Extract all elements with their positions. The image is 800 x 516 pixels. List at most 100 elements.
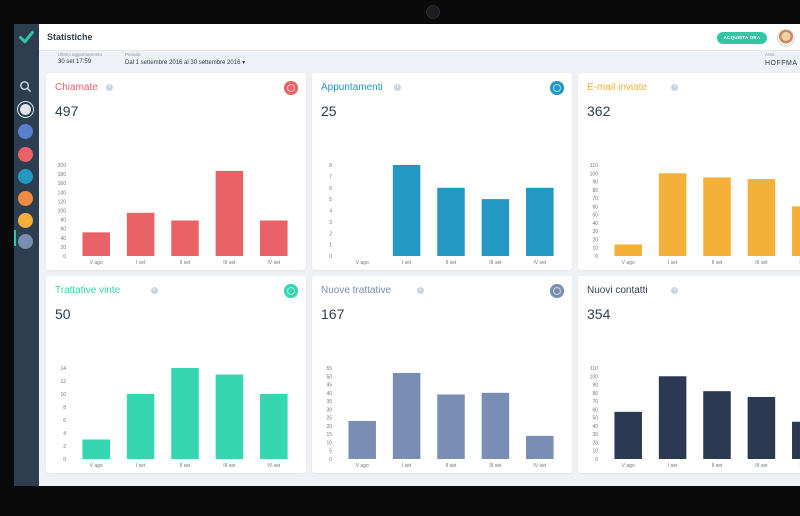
y-tick-label: 6 — [63, 418, 66, 424]
bar[interactable] — [614, 411, 642, 459]
bar[interactable] — [171, 220, 199, 256]
check-logo-icon[interactable] — [18, 29, 35, 46]
bar[interactable] — [792, 421, 800, 459]
gear-icon[interactable] — [18, 124, 33, 139]
x-tick-label: III set — [223, 260, 236, 265]
bar[interactable] — [703, 177, 731, 256]
y-tick-label: 10 — [326, 440, 332, 446]
y-tick-label: 110 — [590, 163, 598, 169]
info-icon[interactable]: i — [416, 287, 424, 294]
y-tick-label: 20 — [326, 424, 332, 430]
bar[interactable] — [703, 391, 731, 459]
x-tick-label: III set — [223, 463, 236, 468]
avatar[interactable] — [777, 29, 795, 47]
y-tick-label: 10 — [592, 246, 598, 252]
x-tick-label: II set — [180, 463, 191, 468]
y-tick-label: 20 — [592, 440, 598, 446]
y-tick-label: 8 — [329, 163, 332, 169]
globe-icon[interactable] — [18, 169, 33, 184]
y-tick-label: 80 — [60, 218, 66, 224]
y-tick-label: 80 — [592, 391, 598, 397]
y-tick-label: 10 — [592, 449, 598, 455]
check-icon[interactable] — [18, 191, 33, 206]
bar-chart: 0 2 4 6 8 10 12 14 V ago I set II set III set IV set… — [60, 366, 288, 468]
area-label: Area — [765, 52, 775, 57]
stat-card: Trattative vinte i 50 0 2 4 6 8 10 12 14 V ago I set… — [46, 276, 306, 473]
y-tick-label: 3 — [329, 220, 332, 226]
info-icon[interactable]: i — [150, 287, 158, 294]
y-tick-label: 120 — [58, 199, 67, 205]
page-title: Statistiche — [47, 32, 93, 42]
bar[interactable] — [392, 372, 421, 459]
bar[interactable] — [82, 439, 110, 460]
info-icon[interactable]: i — [394, 84, 402, 91]
bar[interactable] — [481, 392, 510, 459]
bar[interactable] — [392, 165, 421, 256]
y-tick-label: 40 — [60, 236, 66, 242]
bar[interactable] — [481, 199, 510, 256]
y-tick-label: 80 — [592, 188, 598, 194]
y-tick-label: 60 — [60, 227, 66, 233]
y-tick-label: 70 — [592, 196, 598, 202]
x-tick-label: I set — [402, 260, 412, 265]
bar[interactable] — [171, 368, 199, 459]
bar[interactable] — [526, 435, 554, 459]
search-icon[interactable] — [18, 79, 33, 94]
card-title: Nuove trattative — [321, 285, 392, 296]
bar[interactable] — [747, 179, 776, 256]
bar[interactable] — [348, 420, 376, 459]
bar[interactable] — [658, 376, 687, 459]
card-total: 167 — [321, 306, 345, 322]
info-icon[interactable]: i — [671, 84, 679, 91]
chart-icon[interactable] — [18, 102, 33, 117]
bar[interactable] — [526, 187, 554, 256]
card-total: 354 — [587, 306, 611, 322]
bar[interactable] — [260, 220, 288, 256]
y-tick-label: 20 — [60, 245, 66, 251]
info-icon[interactable]: i — [671, 287, 679, 294]
period-label: Periodo — [125, 52, 141, 57]
user-icon[interactable] — [18, 147, 33, 162]
bar[interactable] — [126, 212, 155, 256]
x-tick-label: III set — [755, 260, 768, 265]
x-tick-label: I set — [668, 463, 678, 468]
y-tick-label: 30 — [592, 432, 598, 438]
bar[interactable] — [215, 170, 244, 256]
card-title: Appuntamenti — [321, 82, 383, 93]
y-tick-label: 14 — [60, 366, 66, 372]
bar[interactable] — [437, 394, 465, 459]
x-tick-label: V ago — [622, 463, 635, 468]
bar-chart: 0 5 10 15 20 25 30 35 40 45 50 55 V ago I set II set II… — [326, 366, 554, 468]
y-tick-label: 100 — [590, 171, 599, 177]
bar[interactable] — [215, 374, 244, 460]
y-tick-label: 70 — [592, 399, 598, 405]
stats-icon[interactable] — [18, 234, 33, 249]
x-tick-label: IV set — [533, 260, 546, 265]
bar[interactable] — [792, 206, 800, 256]
bar[interactable] — [437, 187, 465, 256]
y-tick-label: 50 — [592, 213, 598, 219]
handshake-icon — [550, 284, 564, 298]
y-tick-label: 0 — [595, 457, 598, 463]
card-total: 25 — [321, 103, 337, 119]
period-dropdown[interactable]: Dal 1 settembre 2016 al 30 settembre 201… — [125, 60, 246, 66]
y-tick-label: 60 — [592, 407, 598, 413]
x-tick-label: III set — [489, 260, 502, 265]
bar[interactable] — [126, 394, 155, 459]
y-tick-label: 7 — [329, 174, 332, 180]
x-tick-label: III set — [489, 463, 502, 468]
y-tick-label: 40 — [592, 221, 598, 227]
y-tick-label: 90 — [592, 383, 598, 389]
bar[interactable] — [658, 173, 687, 256]
webcam — [426, 5, 440, 19]
bar[interactable] — [82, 232, 110, 256]
bar[interactable] — [614, 244, 642, 256]
bar[interactable] — [260, 394, 288, 459]
y-tick-label: 35 — [326, 399, 332, 405]
buy-now-button[interactable]: ACQUISTA ORA — [717, 32, 767, 44]
x-tick-label: IV set — [267, 463, 280, 468]
info-icon[interactable]: i — [105, 84, 113, 91]
bar[interactable] — [747, 396, 776, 459]
document-icon[interactable] — [18, 213, 33, 228]
